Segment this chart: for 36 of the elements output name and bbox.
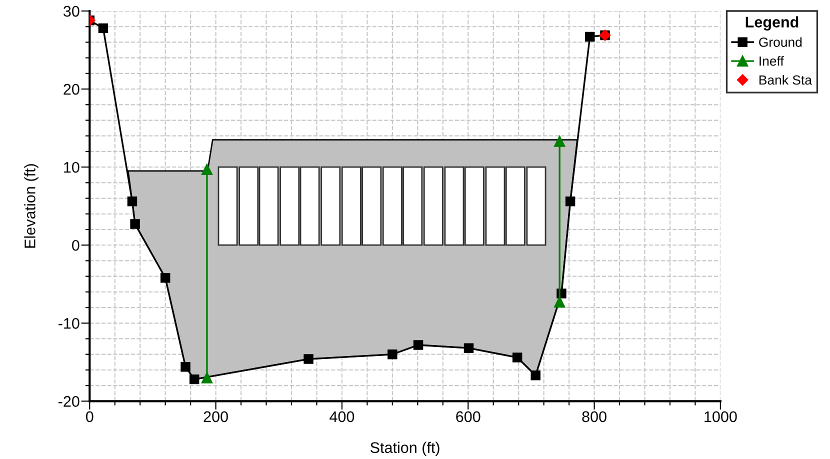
legend-label: Ground xyxy=(759,37,802,47)
x-tick-label: 0 xyxy=(86,411,94,422)
x-tick-label: 1000 xyxy=(704,411,737,422)
point xyxy=(464,343,474,353)
y-tick-label: -10 xyxy=(58,318,80,329)
y-tick-label: 20 xyxy=(64,84,80,95)
point xyxy=(189,374,200,384)
x-tick-label: 600 xyxy=(456,411,480,422)
x-tick-label: 400 xyxy=(330,411,354,422)
point xyxy=(201,372,213,384)
point xyxy=(98,23,108,34)
point xyxy=(413,340,424,350)
y-tick-label: 0 xyxy=(72,240,80,251)
point xyxy=(565,196,576,206)
point xyxy=(388,349,398,360)
y-tick-label: 10 xyxy=(64,162,80,173)
x-tick-label: 200 xyxy=(204,411,228,422)
x-tick-label: 800 xyxy=(582,411,606,422)
legend-title: Legend xyxy=(746,16,798,31)
x-axis-title: Station (ft) xyxy=(370,442,440,456)
point xyxy=(201,164,213,175)
point xyxy=(130,219,140,229)
point xyxy=(180,362,190,372)
legend-label: Ineff xyxy=(760,56,784,66)
point xyxy=(160,273,170,283)
y-tick-label: -20 xyxy=(58,396,80,407)
point xyxy=(585,32,595,42)
legend-label: Bank Sta xyxy=(759,74,812,85)
point xyxy=(512,352,522,362)
y-axis-title: Elevation (ft) xyxy=(24,164,38,248)
point xyxy=(127,196,138,206)
point xyxy=(554,296,566,308)
point xyxy=(530,370,540,380)
point xyxy=(554,136,566,147)
point xyxy=(304,354,314,364)
y-tick-label: 30 xyxy=(64,6,80,17)
